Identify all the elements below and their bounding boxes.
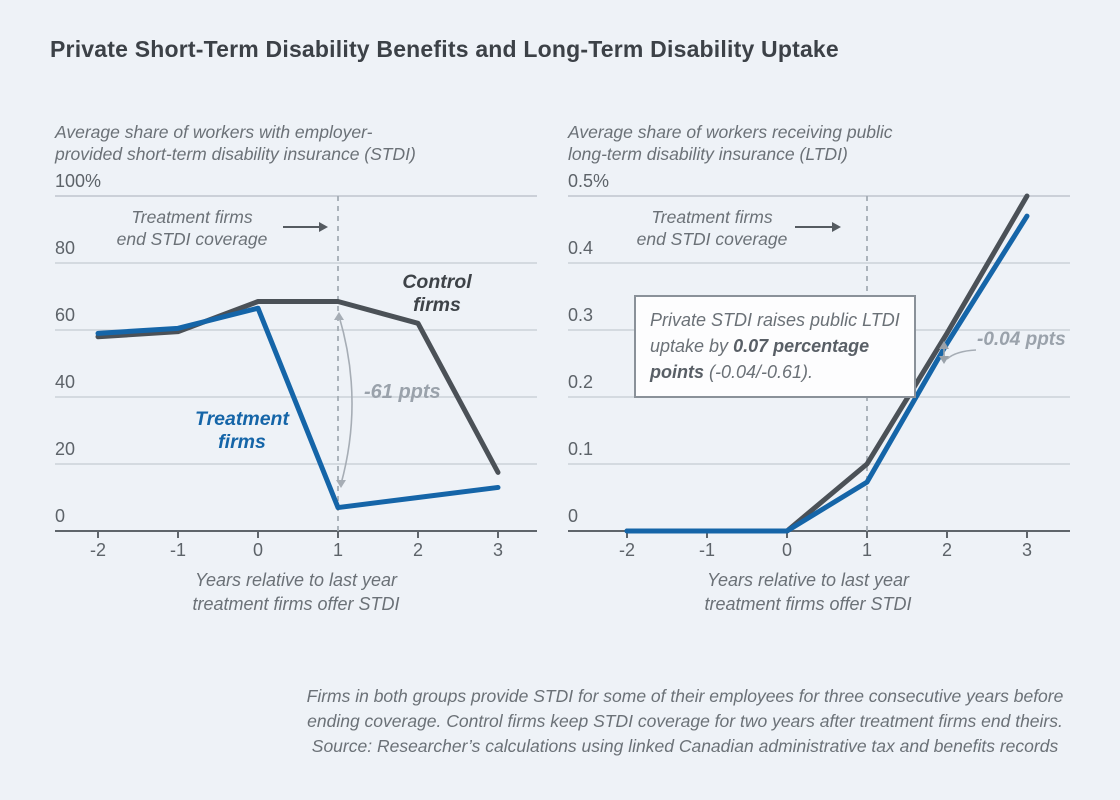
y-tick-label: 0 xyxy=(55,506,66,526)
figure-title: Private Short-Term Disability Benefits a… xyxy=(50,36,839,62)
arrowhead xyxy=(334,312,344,320)
series-line-control-firms xyxy=(95,299,501,475)
y-tick-label: 60 xyxy=(55,305,76,325)
arrowhead xyxy=(832,222,841,232)
series-line-treatment-firms xyxy=(624,213,1030,534)
right-chart-subtitle: Average share of workers receiving publi… xyxy=(568,122,893,164)
y-tick-label: 0.1 xyxy=(568,439,594,459)
x-tick-label: 0 xyxy=(781,540,792,560)
right-x-axis-title: Years relative to last year treatment fi… xyxy=(704,570,912,614)
x-tick-label: 0 xyxy=(252,540,263,560)
left-x-axis-title: Years relative to last year treatment fi… xyxy=(192,570,400,614)
y-tick-label: 100% xyxy=(55,171,102,191)
left-event-annotation: Treatment firms end STDI coverage xyxy=(116,207,268,249)
y-tick-label: 0.5% xyxy=(568,171,610,191)
x-tick-label: 1 xyxy=(861,540,872,560)
y-tick-label: 0.3 xyxy=(568,305,594,325)
y-tick-label: 80 xyxy=(55,238,76,258)
x-tick-label: 2 xyxy=(412,540,423,560)
gap-brace xyxy=(338,315,353,485)
control-firms-series-label: Control firms xyxy=(402,271,472,316)
callout-text-bold: 0.07 percentage points xyxy=(650,336,870,382)
callout-box: Private STDI raises public LTDI uptake b… xyxy=(634,295,916,398)
treatment-firms-series-label: Treatment firms xyxy=(195,408,289,453)
x-tick-label: 3 xyxy=(1021,540,1032,560)
callout-text-post: (-0.04/-0.61). xyxy=(704,362,814,382)
y-tick-label: 0.4 xyxy=(568,238,594,258)
arrowhead xyxy=(939,356,949,364)
arrowhead xyxy=(336,480,346,488)
x-tick-label: -1 xyxy=(169,540,186,560)
left-gap-annotation: -61 ppts xyxy=(364,381,441,403)
arrowhead xyxy=(319,222,328,232)
y-tick-label: 20 xyxy=(55,439,76,459)
x-tick-label: -1 xyxy=(698,540,715,560)
y-tick-label: 0 xyxy=(568,506,579,526)
x-tick-label: -2 xyxy=(89,540,106,560)
x-tick-label: 1 xyxy=(332,540,343,560)
series-line-treatment-firms xyxy=(95,305,501,511)
y-tick-label: 0.2 xyxy=(568,372,594,392)
left-chart-subtitle: Average share of workers with employer- … xyxy=(55,122,416,164)
x-tick-label: 3 xyxy=(492,540,503,560)
x-tick-label: 2 xyxy=(941,540,952,560)
right-event-annotation: Treatment firms end STDI coverage xyxy=(636,207,788,249)
arrowhead xyxy=(939,341,949,349)
callout-text-pre: Private STDI raises public LTDI uptake b… xyxy=(650,310,900,356)
x-tick-label: -2 xyxy=(618,540,635,560)
gap-leader xyxy=(946,349,977,360)
figure-footnote: Firms in both groups provide STDI for so… xyxy=(306,686,1064,756)
right-gap-annotation: -0.04 ppts xyxy=(977,329,1066,350)
y-tick-label: 40 xyxy=(55,372,76,392)
